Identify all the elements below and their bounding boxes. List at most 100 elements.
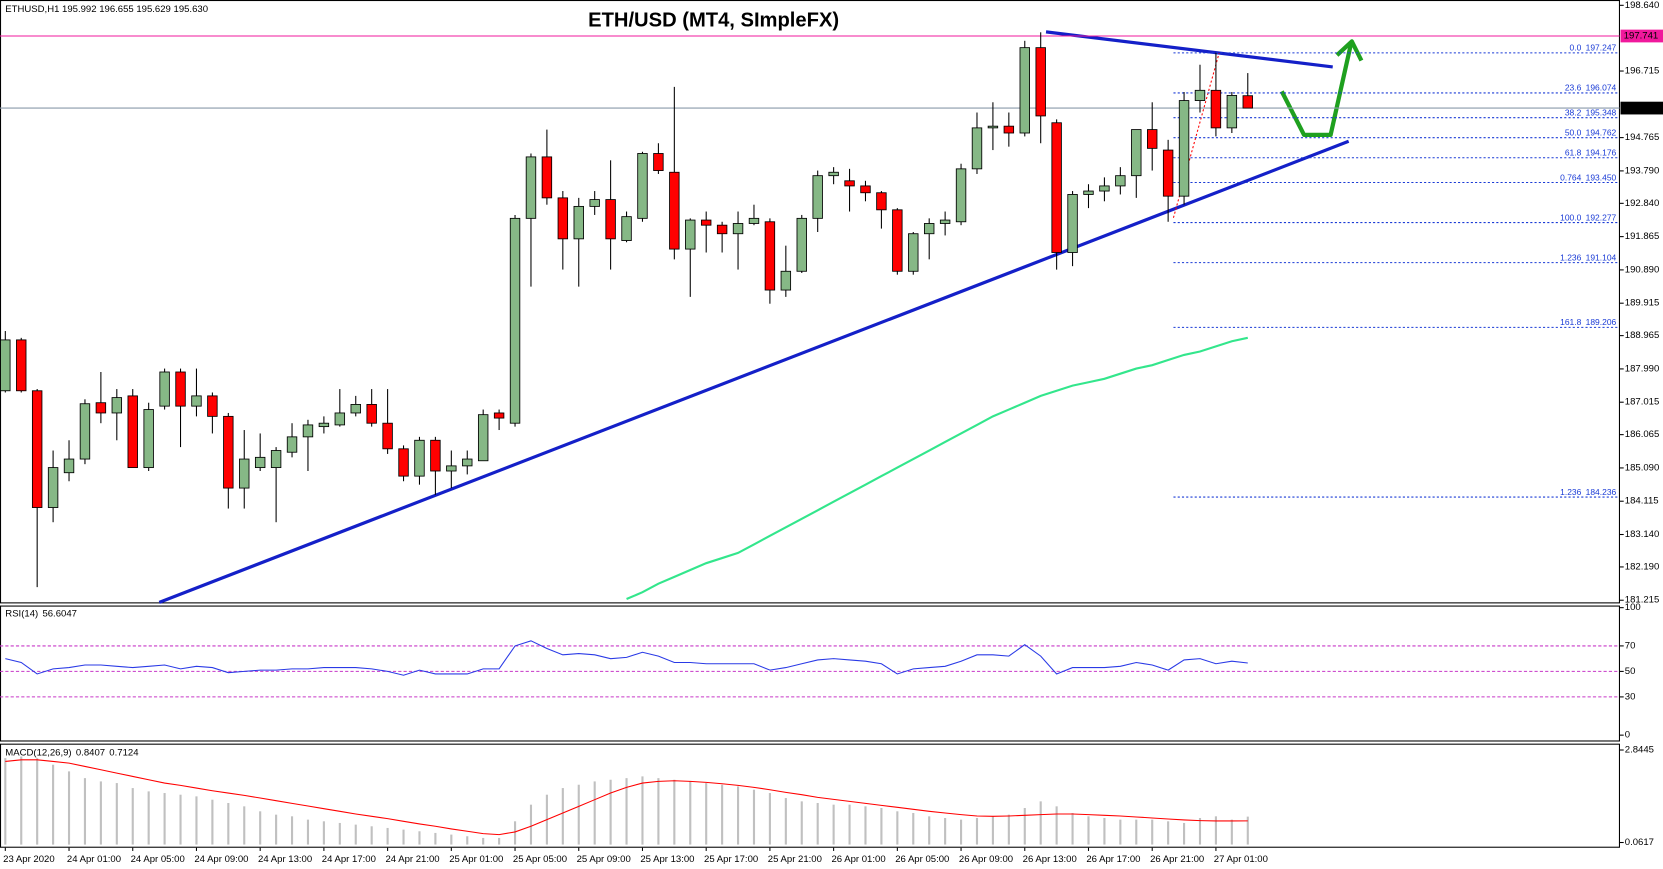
y-tick-label: 184.115 [1625,496,1659,507]
candle-body [1099,185,1110,192]
candle-body [573,205,584,240]
x-tick-label: 24 Apr 13:00 [258,854,312,865]
candle-body [732,223,744,235]
indicator-name: MACD(12,26,9) [5,748,71,759]
panel-frames [0,0,1620,848]
candle-body [1051,122,1062,253]
fib-price: 194.176 [1586,148,1617,158]
candle-body [812,175,823,219]
y-tick-label: 192.840 [1625,198,1660,209]
x-tick-label: 23 Apr 2020 [3,854,54,865]
fib-price: 189.206 [1586,317,1617,327]
x-tick-label: 26 Apr 13:00 [1023,854,1077,865]
rsi-line [5,640,1248,676]
y-tick-label: 187.990 [1625,363,1660,374]
fib-level-label: 50.0 194.762 [1565,128,1617,138]
candle-body [16,339,27,392]
fib-ratio: 161.8 [1560,317,1582,327]
x-tick-label: 24 Apr 05:00 [131,854,185,865]
candle-body [780,270,792,291]
candle-body [557,197,569,240]
price-tag [1620,101,1663,115]
candle-body [1147,129,1158,149]
candle-body [1067,194,1078,253]
candle-body [876,192,887,211]
x-tick-label: 24 Apr 09:00 [194,854,248,865]
candle-body [111,397,123,414]
candle-body [302,424,314,438]
x-tick-label: 25 Apr 21:00 [768,854,822,865]
indicator-value: 56.6047 [42,609,77,620]
fib-price: 194.762 [1586,128,1617,138]
candle-body [1035,47,1046,117]
fib-price: 192.277 [1586,213,1617,223]
fib-level-label: 38.2 195.348 [1565,108,1617,118]
fib-level-label: 23.6 196.074 [1565,83,1617,93]
support-trendline [158,139,1350,604]
candle-body [860,185,871,194]
fib-ratio: 1.236 [1560,487,1582,497]
fib-price: 193.450 [1586,173,1617,183]
x-tick-label: 24 Apr 21:00 [385,854,439,865]
y-tick-label: 189.915 [1625,298,1660,309]
candle-body [254,456,266,469]
candle-body [334,412,346,426]
chart-header: ETHUSD,H1 195.992 196.655 195.629 195.63… [5,4,208,15]
candle-body [987,125,999,129]
candle-body [79,403,91,460]
fib-price: 195.348 [1586,108,1617,118]
candle-body [1003,125,1015,134]
x-tick-label: 24 Apr 17:00 [322,854,376,865]
candle-body [398,448,409,477]
price-tag-label: 195.630 [1624,103,1659,114]
macd-panel-frame [0,743,1620,848]
candle-body [844,180,855,187]
y-tick-label: 190.890 [1625,264,1660,275]
x-tick-label: 26 Apr 09:00 [959,854,1013,865]
y-tick-label: 187.015 [1625,397,1660,408]
candle-body [764,221,776,291]
x-tick-label: 26 Apr 21:00 [1150,854,1204,865]
candle-body [1131,129,1142,177]
candle-body [621,216,632,241]
candle-body [892,209,903,272]
x-tick-label: 25 Apr 09:00 [577,854,631,865]
candle-body [1019,47,1030,134]
candle-body [1226,95,1238,129]
candle-body [700,219,712,226]
x-tick-label: 25 Apr 05:00 [513,854,567,865]
y-tick-label: 191.865 [1625,231,1660,242]
candle-body [509,217,521,424]
candle-body [1242,95,1253,109]
candle-body [796,217,807,272]
main-panel-frame [0,0,1620,604]
macd-value: 0.8407 [76,748,105,759]
candle-body [653,153,664,171]
fib-ratio: 1.236 [1560,253,1582,263]
candle-body [0,339,11,392]
candle-body [637,153,648,219]
x-tick-label: 25 Apr 13:00 [640,854,694,865]
candle-body [318,422,330,428]
price-tag [1620,29,1663,43]
candle-body [748,217,760,224]
candle-body [716,224,728,235]
y-tick-label: 100 [1625,602,1641,613]
y-tick-label: 183.140 [1625,529,1660,540]
fib-ratio: 61.8 [1565,148,1582,158]
candle-body [191,395,202,407]
fib-price: 197.247 [1586,43,1617,53]
fib-level-label: 0.764 193.450 [1560,173,1616,183]
candle-body [47,467,59,508]
candle-body [63,458,75,474]
fib-anchor-line [1172,52,1220,218]
fib-level-label: 1.236 191.104 [1560,253,1616,263]
y-tick-label: 193.790 [1625,165,1660,176]
y-tick-label: 182.190 [1625,561,1660,572]
x-tick-label: 27 Apr 01:00 [1214,854,1268,865]
chart-title: ETH/USD (MT4, SImpleFX) [588,10,839,32]
candle-body [286,436,298,453]
candle-body [939,219,951,224]
candle-body [477,414,489,462]
candle-body [1083,190,1094,195]
